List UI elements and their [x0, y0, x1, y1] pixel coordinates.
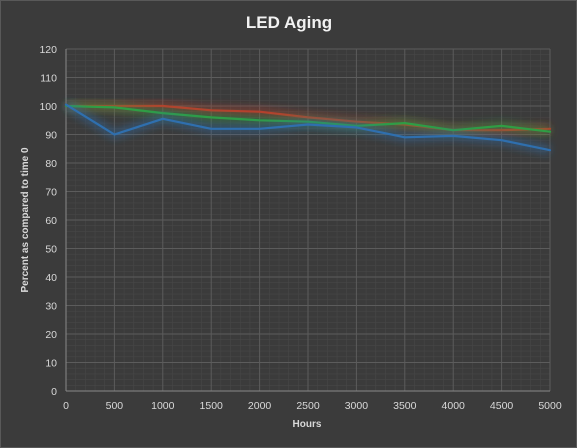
x-tick-label: 1000: [151, 400, 175, 412]
x-tick-label: 4000: [442, 400, 466, 412]
x-tick-label: 500: [106, 400, 124, 412]
chart-title: LED Aging: [246, 13, 332, 32]
x-tick-label: 4500: [490, 400, 514, 412]
y-tick-label: 80: [45, 158, 57, 170]
x-tick-label: 1500: [200, 400, 224, 412]
y-tick-label: 90: [45, 130, 57, 142]
y-tick-label: 70: [45, 187, 57, 199]
y-tick-label: 30: [45, 301, 57, 313]
y-tick-label: 0: [51, 386, 57, 398]
tick-labels: 0 500 1000 1500 2000 2500 3000 3500 4000 4500 5000…: [39, 44, 561, 412]
y-tick-label: 20: [45, 329, 57, 341]
x-axis-title: Hours: [293, 419, 322, 430]
y-tick-label: 60: [45, 215, 57, 227]
x-tick-label: 2500: [296, 400, 320, 412]
x-tick-label: 5000: [538, 400, 562, 412]
x-tick-label: 0: [63, 400, 69, 412]
x-tick-label: 3500: [393, 400, 417, 412]
grid: [65, 48, 551, 392]
y-axis-title: Percent as compared to time 0: [20, 147, 31, 292]
series-line-3: [64, 103, 552, 152]
y-tick-label: 100: [39, 101, 57, 113]
y-tick-label: 10: [45, 358, 57, 370]
y-tick-label: 40: [45, 272, 57, 284]
series-lines: [63, 100, 552, 155]
x-tick-label: 2000: [248, 400, 272, 412]
y-tick-label: 50: [45, 244, 57, 256]
x-tick-label: 3000: [345, 400, 369, 412]
y-tick-label: 120: [39, 44, 57, 56]
y-tick-label: 110: [40, 73, 57, 85]
